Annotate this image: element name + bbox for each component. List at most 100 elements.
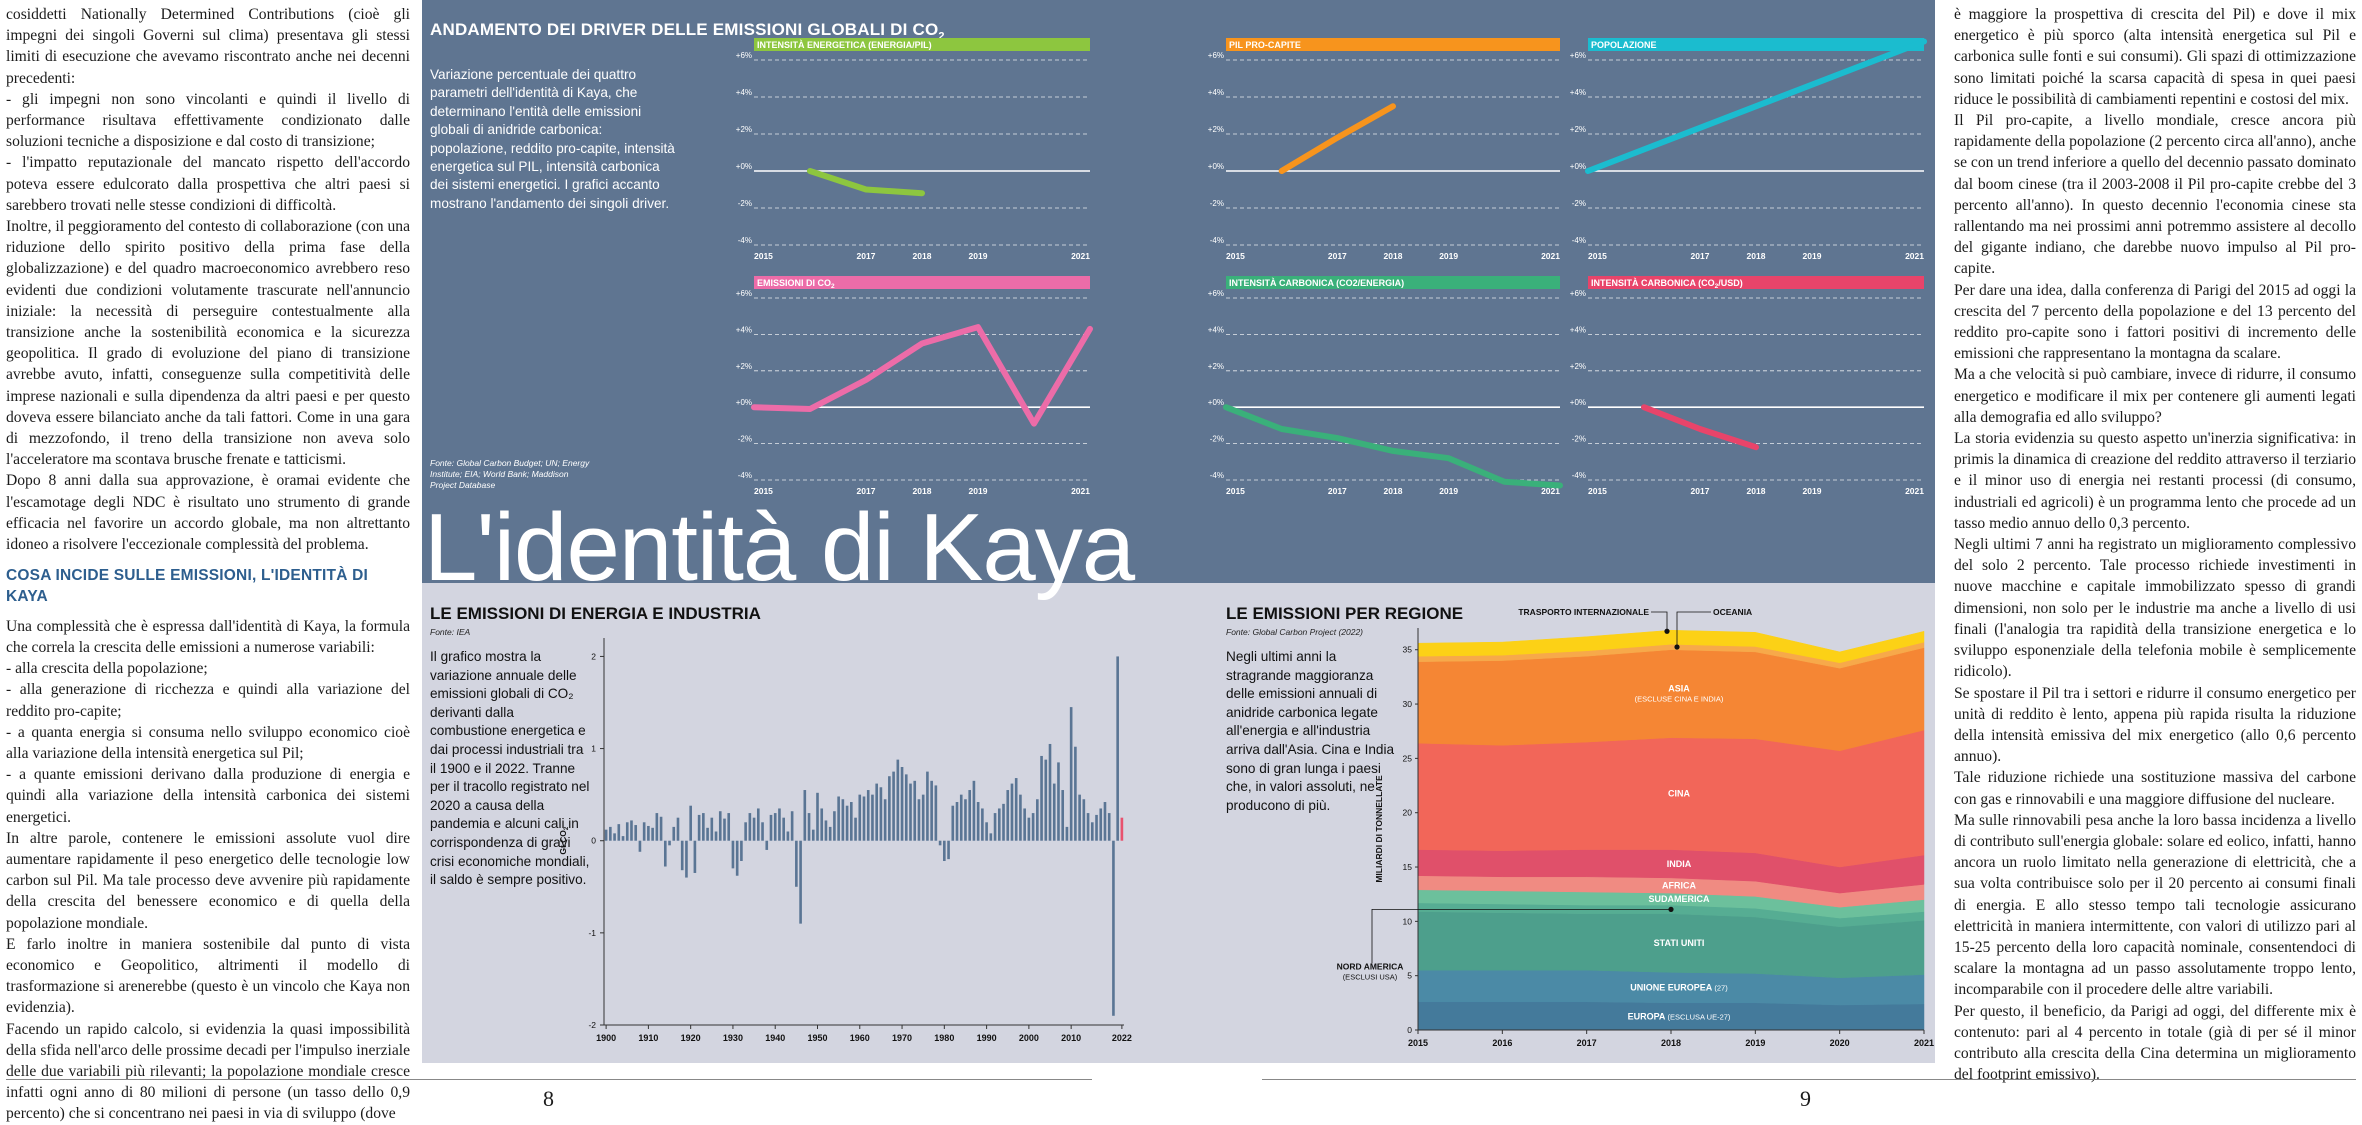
bar <box>706 827 709 841</box>
paragraph: Dopo 8 anni dalla sua approvazione, è or… <box>6 472 410 554</box>
bar <box>921 794 925 841</box>
y-tick-label: 5 <box>1407 971 1412 981</box>
bar <box>689 805 692 841</box>
bar <box>761 822 764 841</box>
bar <box>773 813 777 841</box>
bar <box>680 840 684 871</box>
y-tick-label: 1 <box>591 744 596 754</box>
bar <box>625 822 629 841</box>
x-tick-label: 2019 <box>1803 251 1822 261</box>
x-tick-label: 2015 <box>1408 1038 1428 1048</box>
series-line <box>1641 404 1759 451</box>
bar <box>723 818 726 841</box>
bar <box>871 794 874 841</box>
chart-header-label: POPOLAZIONE <box>1591 40 1657 50</box>
chart-header-bar <box>754 38 1090 51</box>
paragraph: In altre parole, contenere le emissioni … <box>6 829 410 932</box>
callout-line <box>1676 611 1711 648</box>
x-tick-label: 2015 <box>1226 486 1245 496</box>
bar <box>638 840 642 852</box>
x-tick-label: 1900 <box>596 1033 616 1043</box>
bar <box>718 811 722 841</box>
bar <box>883 799 887 841</box>
bar <box>959 794 963 841</box>
page-number-right: 9 <box>1800 1086 1811 1111</box>
bar <box>951 805 955 841</box>
y-tick-label: +6% <box>1208 289 1224 298</box>
bar <box>710 817 714 841</box>
bar <box>769 814 773 841</box>
bar <box>1044 759 1048 841</box>
paragraph: Ma sulle rinnovabili pesa anche la loro … <box>1954 811 2356 999</box>
bar <box>685 840 688 878</box>
x-tick-label: 2018 <box>913 486 932 496</box>
paragraph: - gli impegni non sono vincolanti e quin… <box>6 90 410 151</box>
y-tick-label: 25 <box>1403 753 1413 763</box>
y-tick-label: -4% <box>1210 236 1224 245</box>
y-tick-label: 35 <box>1403 645 1413 655</box>
y-tick-label: +0% <box>736 162 752 171</box>
x-tick-label: 2021 <box>1905 486 1924 496</box>
series-line <box>807 168 925 197</box>
bar <box>816 792 819 841</box>
x-tick-label: 1970 <box>892 1033 912 1043</box>
y-tick-label: +0% <box>736 398 752 407</box>
bar <box>1002 803 1005 841</box>
footer-rule-left <box>6 1079 1092 1080</box>
bar <box>993 813 997 841</box>
bar <box>850 802 853 841</box>
bar <box>947 840 950 860</box>
y-tick-label: +2% <box>1208 125 1224 134</box>
x-tick-label: 2015 <box>1588 486 1607 496</box>
x-tick-label: 2015 <box>754 251 773 261</box>
bar <box>1082 799 1086 841</box>
paragraph: Negli ultimi 7 anni ha registrato un mig… <box>1954 536 2356 681</box>
series-line <box>1585 38 1927 174</box>
paragraph: Una complessità che è espressa dall'iden… <box>6 617 410 656</box>
y-tick-label: 15 <box>1403 862 1413 872</box>
paragraph: Se spostare il Pil tra i settori e ridur… <box>1954 684 2356 766</box>
y-tick-label: 0 <box>1407 1025 1412 1035</box>
y-tick-label: +2% <box>736 362 752 371</box>
bar <box>630 820 633 841</box>
y-tick-label: +0% <box>1570 162 1586 171</box>
bar <box>807 813 811 841</box>
x-tick-label: 2018 <box>1661 1038 1681 1048</box>
y-tick-label: -2% <box>738 199 752 208</box>
x-tick-label: 2015 <box>1226 251 1245 261</box>
x-tick-label: 2017 <box>1577 1038 1597 1048</box>
bar <box>617 824 621 841</box>
right-text-column: è maggiore la prospettiva di crescita de… <box>1954 4 2356 1085</box>
bar <box>765 840 769 850</box>
bar <box>989 833 993 841</box>
y-axis-label: MILIARDI DI TONNELLATE <box>1374 775 1384 883</box>
callout-line <box>1371 909 1671 964</box>
chart-header-bar <box>1226 38 1560 51</box>
y-tick-label: +6% <box>1208 51 1224 60</box>
bar <box>981 808 984 841</box>
big-title: L'identità di Kaya <box>424 494 1135 601</box>
bar <box>985 822 988 841</box>
bar <box>727 813 731 841</box>
area-band <box>1417 629 1925 664</box>
bar <box>778 808 781 841</box>
paragraph: - l'impatto reputazionale del mancato ri… <box>6 154 410 214</box>
region-emissions-title: LE EMISSIONI PER REGIONE <box>1226 604 1464 623</box>
region-label: AFRICA <box>1662 880 1696 890</box>
bar <box>824 820 828 841</box>
bar <box>972 780 976 841</box>
y-tick-label: +0% <box>1208 398 1224 407</box>
paragraph: cosiddetti Nationally Determined Contrib… <box>6 6 410 87</box>
region-label: INDIA <box>1667 859 1692 869</box>
bar <box>1120 817 1124 841</box>
bar <box>1069 707 1073 841</box>
kaya-chart-3: POPOLAZIONE +6% +4% +2% +0% -2% -4%2015 2017 201… <box>1570 38 1927 261</box>
bar <box>892 771 895 841</box>
y-tick-label: -2% <box>1210 435 1224 444</box>
y-tick-label: +4% <box>736 325 752 334</box>
x-tick-label: 2019 <box>969 251 988 261</box>
bar <box>900 767 904 841</box>
y-tick-label: +4% <box>1570 88 1586 97</box>
bar <box>1103 802 1107 841</box>
